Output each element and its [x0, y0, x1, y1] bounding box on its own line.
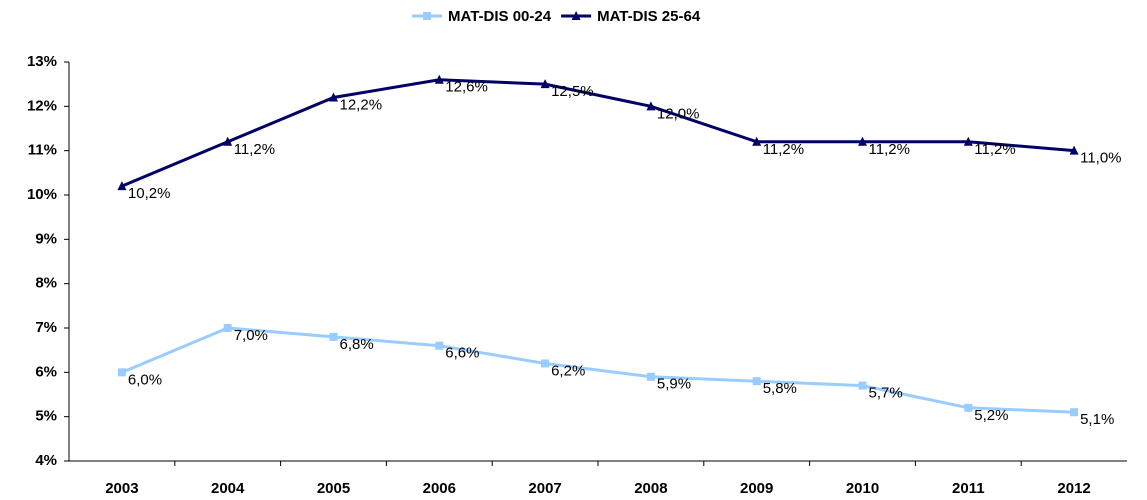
y-tick-label: 9% [35, 230, 57, 247]
data-point [117, 181, 127, 191]
y-tick-label: 4% [35, 452, 57, 469]
data-label: 12,0% [657, 105, 700, 122]
data-point [223, 136, 233, 146]
data-point [329, 92, 338, 102]
x-tick-label: 2003 [105, 480, 138, 497]
legend-marker [423, 12, 431, 20]
x-tick-label: 2011 [952, 480, 985, 497]
data-label: 6,0% [128, 371, 162, 388]
data-point [434, 74, 444, 84]
data-label: 11,2% [234, 141, 275, 158]
data-point [329, 332, 338, 341]
y-tick-label: 8% [35, 275, 57, 292]
y-tick-label: 12% [27, 97, 57, 114]
x-tick-label: 2007 [528, 480, 561, 497]
data-label: 5,8% [763, 380, 797, 397]
data-point [964, 403, 973, 412]
series-line [121, 78, 1075, 188]
y-tick-label: 13% [27, 53, 57, 70]
y-tick-label: 7% [35, 319, 57, 336]
data-point [858, 136, 867, 146]
data-point [752, 377, 761, 386]
x-tick-label: 2012 [1057, 480, 1090, 497]
y-tick-label: 5% [35, 408, 57, 425]
data-point [858, 381, 867, 390]
data-label: 7,0% [234, 327, 268, 344]
data-label: 6,2% [551, 362, 585, 379]
data-label: 5,1% [1080, 411, 1114, 428]
data-label: 11,2% [974, 141, 1015, 158]
data-point [646, 372, 655, 381]
x-tick-label: 2008 [634, 480, 667, 497]
data-label: 5,2% [974, 407, 1008, 424]
y-tick-label: 6% [35, 363, 57, 380]
data-label: 11,2% [869, 141, 910, 158]
data-point [646, 101, 656, 111]
data-point [117, 368, 126, 377]
y-tick-label: 10% [27, 186, 57, 203]
data-label: 5,9% [657, 376, 691, 393]
series-line [121, 326, 1075, 414]
legend-marker [571, 11, 581, 20]
x-tick-label: 2005 [317, 480, 350, 497]
data-label: 10,2% [128, 185, 171, 202]
data-point [1070, 408, 1079, 417]
x-tick-label: 2009 [740, 480, 773, 497]
legend-label: MAT-DIS 25-64 [597, 8, 701, 25]
data-point [1069, 145, 1079, 155]
data-point [752, 136, 762, 146]
legend-label: MAT-DIS 00-24 [448, 8, 552, 25]
data-label: 11,2% [763, 141, 804, 158]
y-tick-label: 11% [28, 142, 57, 159]
data-point [435, 341, 444, 350]
x-tick-label: 2004 [211, 480, 245, 497]
data-label: 12,6% [445, 79, 488, 96]
data-label: 6,8% [340, 336, 374, 353]
data-label: 12,5% [551, 83, 594, 100]
data-label: 11,0% [1080, 150, 1121, 167]
x-tick-label: 2010 [846, 480, 879, 497]
data-point [963, 136, 973, 146]
data-label: 5,7% [869, 385, 903, 402]
data-label: 6,6% [445, 345, 479, 362]
data-label: 12,2% [340, 96, 383, 113]
data-point [541, 359, 550, 368]
data-point [223, 324, 232, 332]
x-tick-label: 2006 [423, 480, 456, 497]
data-point [540, 79, 550, 89]
